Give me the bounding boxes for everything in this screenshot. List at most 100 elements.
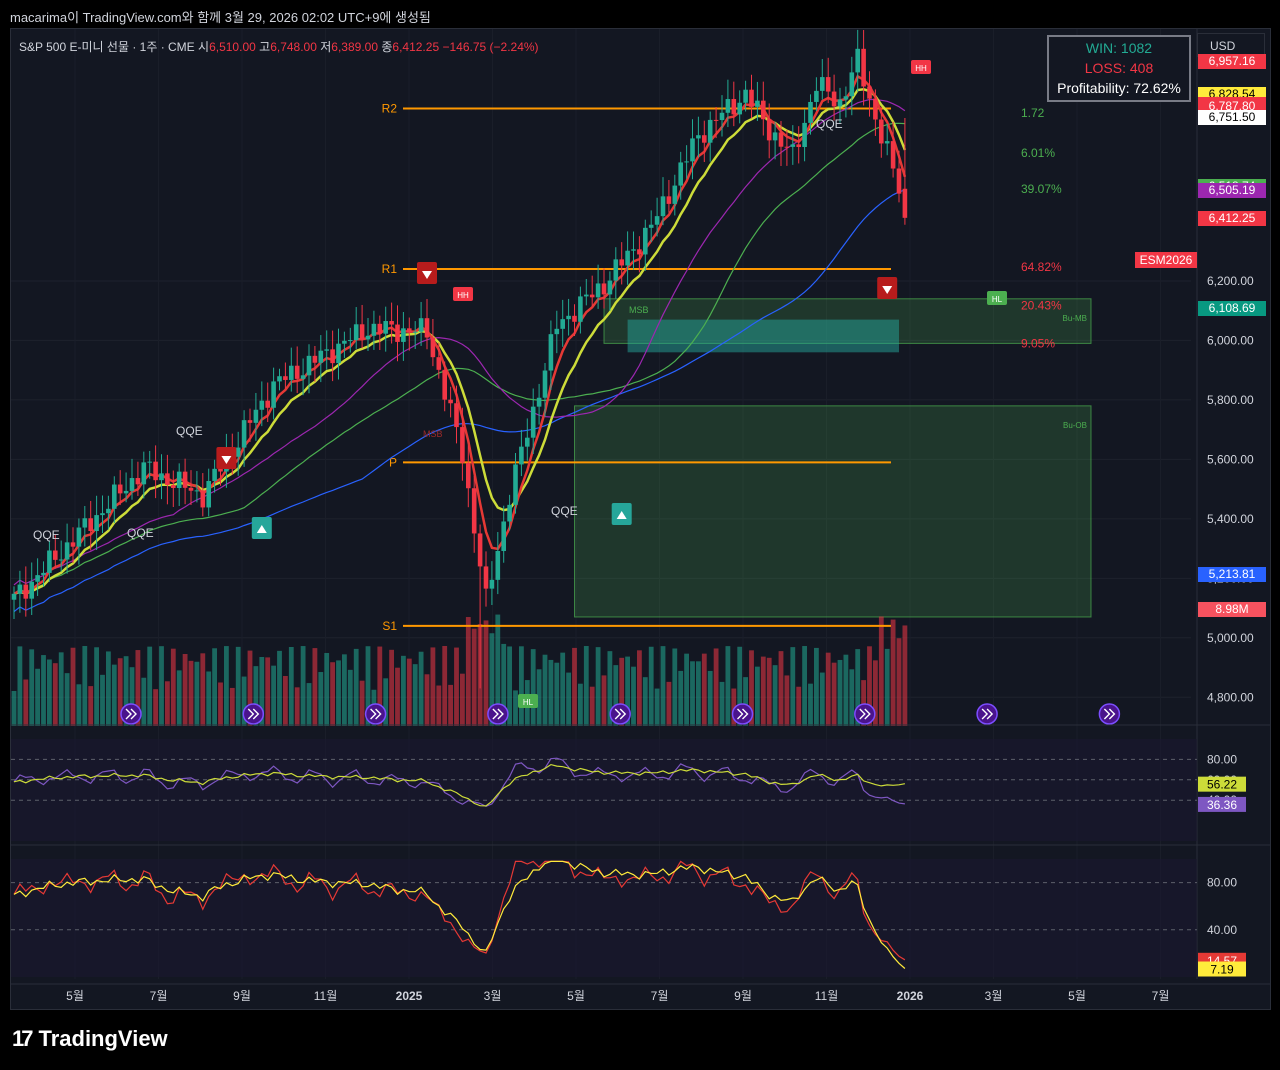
fib-label: 6.01% [1021,146,1055,160]
time-axis-label: 2025 [396,989,423,1003]
candle-body [466,462,471,489]
volume-bar [755,666,760,726]
price-tag: 5,213.81 [1198,567,1266,583]
volume-bar [843,654,849,726]
profitability: Profitability: 72.62% [1057,80,1181,96]
volume-bars [11,614,908,726]
volume-bar [666,681,672,726]
volume-bar [548,659,554,726]
signal-label: QQE [33,528,60,542]
candle-body [106,508,111,514]
candle-body [548,334,554,371]
rsi-line [13,763,906,807]
volume-bar [194,661,200,726]
candle-body [283,376,288,380]
candle-body [654,216,660,225]
volume-bar [825,652,831,726]
volume-bar [200,653,206,726]
swing-label: HL [523,698,534,707]
low-label: 저 [320,40,332,54]
candle-body [401,328,406,342]
volume-bar [642,677,648,726]
price-axis-label: 6,000.00 [1207,333,1254,347]
candle-body [619,259,624,266]
candle-body [147,461,152,463]
change-value: −146.75 (−2.24%) [442,40,539,54]
candle-body [200,490,206,508]
ob-zone-label: Bu-MB [1063,314,1087,323]
volume-bar [294,687,300,726]
candle-body [471,488,477,534]
stoch-line [13,860,906,969]
volume-bar [117,658,123,726]
candle-body [560,319,565,329]
volume-bar [342,654,347,726]
chart-frame[interactable]: R2 R1 P S1 Bu-MB Bu-OB QQE QQE QQE QQE QQE MSB MSB H… [10,28,1271,1010]
candle-body [737,102,742,115]
candle-body [135,478,141,485]
symbol-legend[interactable]: S&P 500 E-미니 선물 · 1주 · CME 시6,510.00 고6,… [19,38,539,55]
candle-body [530,406,536,438]
candle-body [271,381,276,408]
time-axis-label: 7월 [1152,989,1170,1003]
fast-forward-glyph [125,708,137,720]
candle-body [259,400,265,410]
candle-body [76,527,82,547]
volume-bar [23,679,29,726]
candle-body [11,593,17,600]
volume-bar [619,657,625,726]
candle-body [896,168,902,194]
volume-bar [819,672,825,726]
triangle-down-icon [422,271,432,279]
chart-canvas[interactable]: R2 R1 P S1 Bu-MB Bu-OB QQE QQE QQE QQE QQE MSB MSB H… [11,29,1270,1009]
volume-bar [94,647,99,726]
candle-body [802,122,807,148]
candle-body [407,328,412,333]
signal-label: QQE [816,117,843,131]
candle-body [572,315,577,322]
volume-bar [572,647,577,726]
candle-body [165,473,170,485]
volume-bar [253,666,259,726]
candle-body [395,324,400,342]
candle-body [483,566,489,589]
swing-label: HH [457,291,469,300]
candle-body [477,533,483,567]
volume-bar [507,646,512,726]
volume-bar [259,656,265,726]
volume-bar [743,677,748,726]
volume-bar [353,648,359,726]
volume-bar [896,638,902,726]
volume-bar [648,646,654,726]
candle-body [637,249,642,255]
volume-bar [47,659,52,726]
volume-bar [519,646,524,726]
symbol-price-tag: ESM2026 [1135,252,1197,268]
candle-body [643,227,648,255]
volume-bar [465,617,471,726]
triangle-down-icon [221,456,232,464]
candle-body [188,487,194,491]
candle-body [64,542,70,560]
open-value: 6,510.00 [209,40,256,54]
candle-body [247,420,253,423]
volume-bar [64,673,70,726]
volume-bar [772,665,778,726]
candle-body [53,550,58,560]
candle-body [306,355,312,376]
fib-label: 64.82% [1021,260,1062,274]
candle-body [525,437,530,447]
stoch-axis-label: 80.00 [1207,876,1237,890]
price-tag: 6,751.50 [1198,109,1266,125]
volume-bar [277,650,282,726]
candle-body [88,518,93,531]
tradingview-logo[interactable]: 17 TradingView [12,1026,168,1052]
volume-bar [182,653,188,726]
price-axis: 6,200.00 6,000.00 5,800.00 5,600.00 5,400.00… [1196,29,1254,979]
volume-bar [749,650,754,726]
volume-bar [141,677,147,726]
candle-body [879,119,884,144]
time-axis-label: 7월 [150,989,168,1003]
volume-bar [471,628,477,726]
